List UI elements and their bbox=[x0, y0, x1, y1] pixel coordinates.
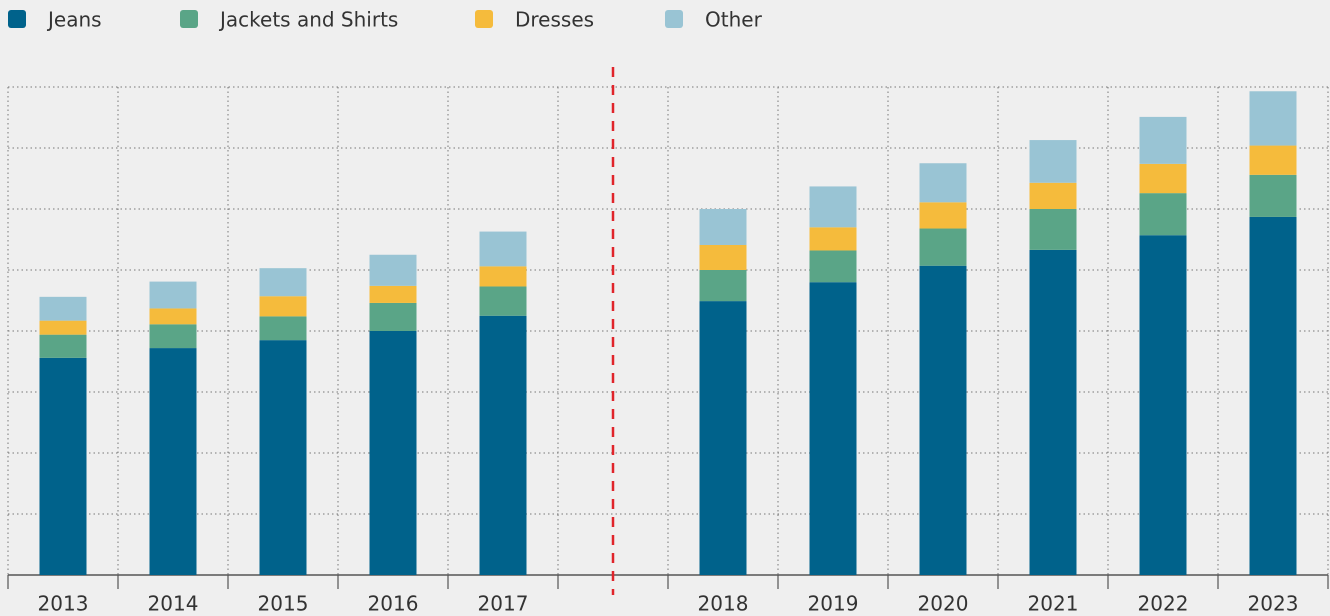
x-tick-label: 2017 bbox=[478, 592, 529, 616]
legend-swatch bbox=[180, 10, 198, 28]
bar-segment bbox=[1249, 145, 1297, 175]
bar-segment bbox=[39, 357, 87, 575]
x-tick-label: 2018 bbox=[698, 592, 749, 616]
bar-segment bbox=[1139, 235, 1187, 576]
bar-segment bbox=[259, 296, 307, 317]
legend-label: Jeans bbox=[46, 8, 102, 32]
x-tick-label: 2020 bbox=[918, 592, 969, 616]
bar-segment bbox=[149, 308, 197, 325]
bar-segment bbox=[1139, 116, 1187, 164]
bar-segment bbox=[259, 340, 307, 575]
bar-segment bbox=[479, 231, 527, 267]
x-tick-label: 2021 bbox=[1028, 592, 1079, 616]
bar-segment bbox=[1139, 163, 1187, 194]
bar-segment bbox=[1139, 193, 1187, 236]
bar-segment bbox=[919, 202, 967, 229]
bar-segment bbox=[919, 265, 967, 575]
x-tick-label: 2019 bbox=[808, 592, 859, 616]
bar-segment bbox=[809, 227, 857, 251]
bar-segment bbox=[1249, 174, 1297, 217]
bar-segment bbox=[1029, 140, 1077, 183]
bar-segment bbox=[369, 302, 417, 331]
bar-segment bbox=[39, 320, 87, 335]
bar-segment bbox=[39, 296, 87, 321]
bar-segment bbox=[1249, 91, 1297, 146]
legend-label: Dresses bbox=[515, 8, 594, 32]
x-tick-label: 2015 bbox=[258, 592, 309, 616]
bar-segment bbox=[699, 270, 747, 302]
bar-segment bbox=[369, 254, 417, 286]
legend-label: Other bbox=[705, 8, 763, 32]
bar-segment bbox=[259, 316, 307, 341]
legend-swatch bbox=[475, 10, 493, 28]
legend-swatch bbox=[665, 10, 683, 28]
bar-segment bbox=[149, 281, 197, 309]
bar-segment bbox=[919, 228, 967, 266]
bar-segment bbox=[1029, 182, 1077, 209]
bar-segment bbox=[919, 163, 967, 203]
bar-segment bbox=[699, 301, 747, 575]
bar-segment bbox=[149, 348, 197, 575]
bar-segment bbox=[369, 285, 417, 303]
bar-segment bbox=[479, 315, 527, 575]
bar-segment bbox=[369, 331, 417, 575]
bar-segment bbox=[149, 324, 197, 349]
bar-segment bbox=[809, 282, 857, 575]
bar-segment bbox=[479, 286, 527, 316]
legend-label: Jackets and Shirts bbox=[218, 8, 398, 32]
legend-swatch bbox=[8, 10, 26, 28]
bar-segment bbox=[809, 186, 857, 228]
bar-segment bbox=[1249, 216, 1297, 575]
x-tick-label: 2016 bbox=[368, 592, 419, 616]
bar-segment bbox=[259, 268, 307, 297]
x-tick-label: 2022 bbox=[1138, 592, 1189, 616]
bar-segment bbox=[699, 244, 747, 270]
bar-segment bbox=[1029, 249, 1077, 575]
x-tick-label: 2014 bbox=[148, 592, 199, 616]
bar-segment bbox=[39, 334, 87, 358]
bar-segment bbox=[699, 209, 747, 245]
bar-segment bbox=[809, 250, 857, 283]
x-tick-label: 2013 bbox=[38, 592, 89, 616]
bar-segment bbox=[479, 266, 527, 287]
bar-segment bbox=[1029, 209, 1077, 250]
x-tick-label: 2023 bbox=[1248, 592, 1299, 616]
